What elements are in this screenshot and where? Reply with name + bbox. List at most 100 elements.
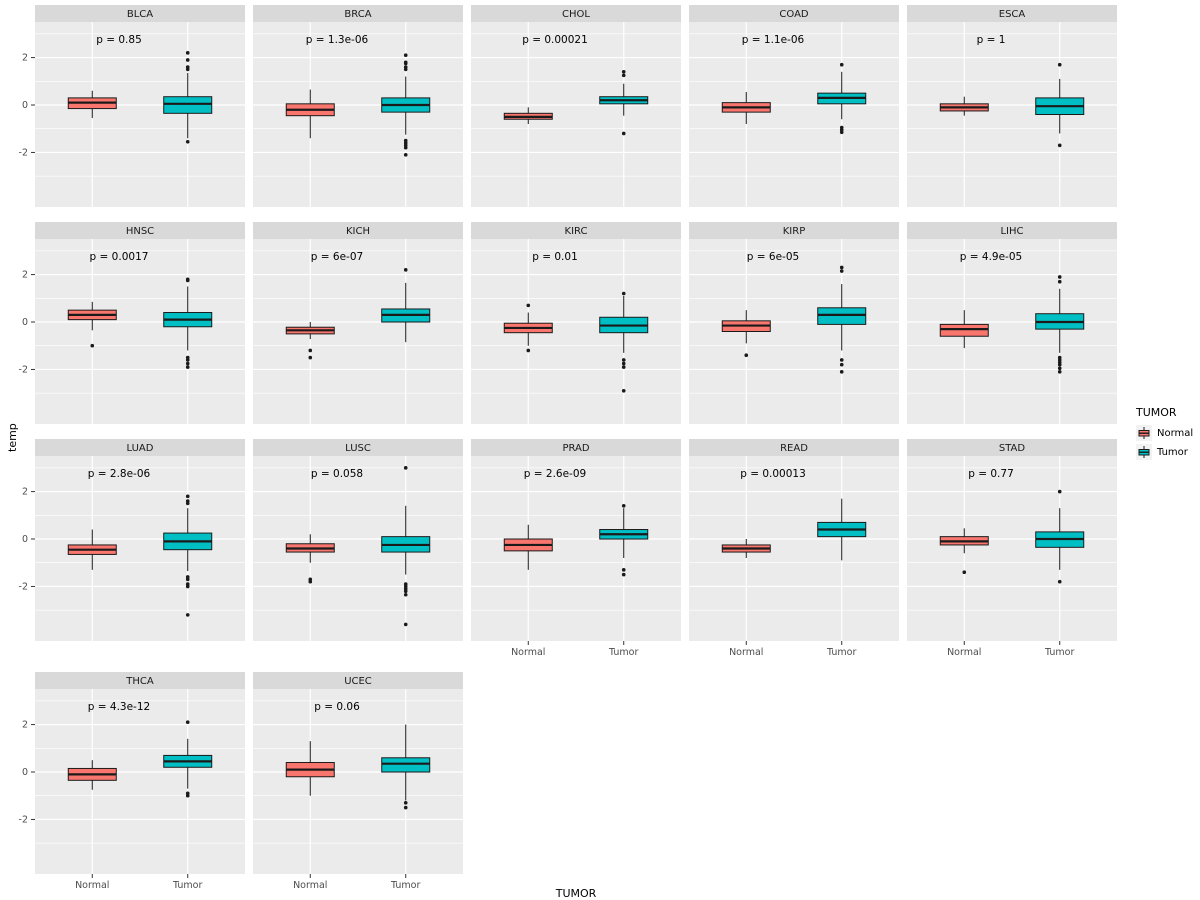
p-value-label: p = 0.85 — [96, 34, 142, 46]
p-value-label: p = 1.3e-06 — [306, 34, 369, 46]
facet-strip — [471, 222, 681, 239]
outlier-point — [185, 577, 190, 582]
outlier-point — [839, 265, 844, 270]
y-tick-label: 2 — [22, 720, 28, 731]
y-tick-label: 2 — [22, 53, 28, 64]
outlier-point — [1057, 143, 1062, 148]
facet-panel — [689, 239, 899, 424]
outlier-point — [526, 303, 531, 308]
box — [939, 323, 989, 337]
outlier-point — [1057, 579, 1062, 584]
boxplot-tumor — [817, 62, 867, 135]
facet-panel — [253, 239, 463, 424]
boxplot-tumor — [599, 504, 649, 577]
p-value-label: p = 6e-07 — [311, 251, 363, 263]
outlier-point — [621, 365, 626, 369]
boxplot-normal — [285, 534, 335, 584]
boxplot-tumor — [1035, 62, 1085, 148]
boxplot-normal — [939, 96, 989, 116]
outlier-point — [185, 365, 190, 369]
x-tick-label: Tumor — [390, 880, 420, 891]
p-value-label: p = 6e-05 — [747, 251, 799, 263]
outlier-point — [839, 358, 844, 362]
p-value-label: p = 4.3e-12 — [88, 701, 150, 713]
facet-strip — [689, 222, 899, 239]
y-tick-label: 0 — [22, 767, 28, 778]
facet-lusc: LUSC p = 0.058 — [253, 439, 463, 641]
boxplot-normal — [939, 528, 989, 575]
outlier-point — [621, 291, 626, 296]
outlier-point — [403, 589, 408, 593]
p-value-label: p = 0.058 — [311, 468, 363, 480]
outlier-point — [403, 153, 408, 157]
y-tick-label: 0 — [22, 534, 28, 545]
p-value-label: p = 0.01 — [532, 251, 578, 263]
facet-strip — [35, 439, 245, 456]
facet-title: CHOL — [562, 9, 590, 20]
boxplot-normal — [721, 310, 771, 358]
facet-read: READ p = 0.00013 — [689, 439, 899, 641]
facet-strip — [253, 672, 463, 689]
boxplot-normal — [939, 310, 989, 349]
outlier-point — [621, 73, 626, 78]
p-value-label: p = 0.06 — [314, 701, 360, 713]
facet-strip — [689, 439, 899, 456]
p-value-label: p = 0.77 — [968, 468, 1014, 480]
outlier-point — [1057, 366, 1062, 371]
facet-strip — [35, 222, 245, 239]
boxplot-tumor — [599, 70, 649, 136]
facet-coad: COAD p = 1.1e-06 — [689, 5, 899, 207]
facet-strip — [907, 222, 1117, 239]
outlier-point — [1057, 279, 1062, 284]
boxplot-normal — [285, 89, 335, 139]
facet-title: THCA — [125, 676, 154, 687]
p-value-label: p = 4.9e-05 — [960, 251, 1022, 263]
outlier-point — [185, 67, 190, 72]
x-tick-label: Normal — [75, 880, 109, 891]
facet-ucec: UCEC p = 0.06 — [253, 672, 463, 874]
boxplot-tumor — [817, 265, 867, 374]
legend-item-normal: Normal — [1136, 425, 1193, 441]
facet-kirp: KIRP p = 6e-05 — [689, 222, 899, 424]
facet-luad: LUAD p = 2.8e-06 — [35, 439, 245, 641]
outlier-point — [1057, 62, 1062, 67]
facet-strip — [35, 672, 245, 689]
facet-title: PRAD — [562, 443, 589, 454]
outlier-point — [1057, 370, 1062, 374]
outlier-point — [185, 613, 190, 617]
facet-panel — [471, 239, 681, 424]
facet-title: ESCA — [999, 9, 1026, 20]
p-value-label: p = 1 — [977, 34, 1006, 46]
p-value-label: p = 2.6e-09 — [524, 468, 586, 480]
outlier-point — [185, 584, 190, 589]
p-value-label: p = 0.0017 — [90, 251, 149, 263]
facet-panel — [35, 456, 245, 641]
facet-kich: KICH p = 6e-07 — [253, 222, 463, 424]
outlier-point — [1057, 489, 1062, 494]
facet-strip — [471, 5, 681, 22]
boxplot-tumor — [381, 268, 431, 343]
facet-chol: CHOL p = 0.00021 — [471, 5, 681, 207]
outlier-point — [185, 58, 190, 62]
facet-strip — [253, 5, 463, 22]
facet-title: BLCA — [127, 9, 153, 20]
facet-title: UCEC — [344, 676, 372, 687]
boxplot-tumor — [163, 720, 213, 798]
x-tick-label: Normal — [729, 647, 763, 658]
legend-title: TUMOR — [1136, 406, 1177, 419]
legend-key-boxplot-icon — [1136, 444, 1152, 460]
facet-strip — [471, 439, 681, 456]
facet-panel — [471, 456, 681, 641]
outlier-point — [403, 53, 408, 58]
outlier-point — [403, 145, 408, 150]
facet-hnsc: HNSC p = 0.0017 — [35, 222, 245, 424]
outlier-point — [839, 370, 844, 374]
outlier-point — [403, 268, 408, 272]
outlier-point — [185, 361, 190, 366]
p-value-label: p = 2.8e-06 — [88, 468, 151, 480]
facet-title: KIRC — [565, 226, 588, 237]
facet-blca: BLCA p = 0.85 — [35, 5, 245, 207]
legend-item-label: Tumor — [1157, 446, 1188, 458]
